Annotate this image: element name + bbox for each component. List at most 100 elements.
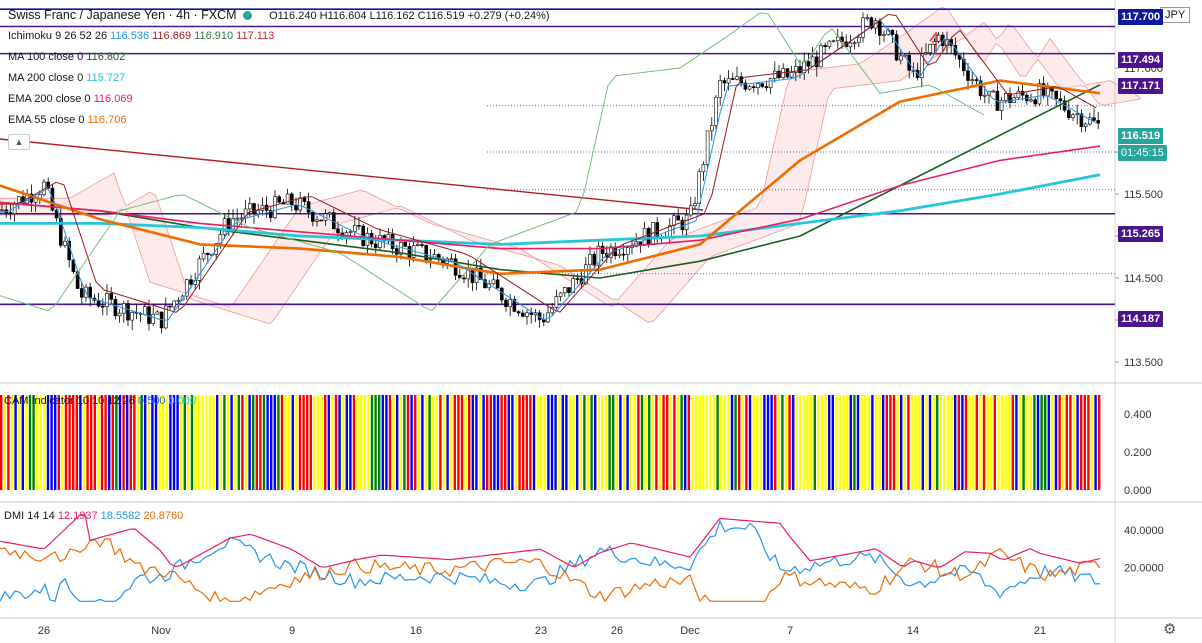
candle-body: [407, 246, 412, 258]
cam-bar: [838, 395, 842, 490]
cam-bar: [147, 395, 150, 490]
cam-bar: [1004, 395, 1007, 490]
candle-body: [403, 242, 408, 247]
cam-bar: [140, 395, 143, 490]
cam-bar: [212, 395, 215, 490]
cam-bar: [14, 395, 17, 490]
candle-body: [1092, 117, 1096, 121]
candle-body: [499, 287, 504, 301]
cam-bar: [676, 395, 680, 490]
candle-body: [814, 56, 819, 68]
cam-bar: [986, 395, 989, 490]
candle-body: [789, 72, 794, 78]
candle-body: [239, 217, 244, 220]
candle-body: [672, 215, 676, 226]
cam-bar: [550, 395, 554, 490]
candle-body: [617, 253, 622, 257]
cam-bar: [849, 395, 852, 490]
cam-bar: [795, 395, 798, 490]
cam-bar: [684, 395, 687, 490]
cam-bar: [349, 395, 352, 490]
cam-bar: [165, 395, 168, 490]
dmi-legend: DMI 14 14 12.1937 18.5582 20.8760: [4, 510, 183, 522]
price-tag-level-1: 117.494: [1118, 52, 1164, 68]
candle-body: [491, 279, 496, 285]
candle-body: [327, 212, 332, 215]
candle-body: [516, 311, 521, 314]
indicator-label: MA 200 close 0: [8, 72, 87, 84]
cam-bar: [450, 395, 453, 490]
candle-body: [562, 287, 567, 294]
indicator-legend[interactable]: MA 200 close 0 115.727: [8, 71, 125, 85]
cam-bar: [972, 395, 975, 490]
cam-bar: [334, 395, 338, 490]
candle-body: [248, 203, 252, 210]
cam-bar: [298, 395, 302, 490]
candle-body: [823, 45, 828, 48]
cam-bar: [856, 395, 860, 490]
cam-bar: [871, 395, 874, 490]
candle-body: [764, 86, 769, 89]
indicator-legend[interactable]: EMA 55 close 0 116.706: [8, 113, 126, 127]
cam-bar: [291, 395, 294, 490]
cam-bar: [716, 395, 719, 490]
cam-bar: [126, 395, 129, 490]
candle-body: [722, 80, 727, 84]
cam-bar: [378, 395, 381, 490]
cam-bar: [129, 395, 132, 490]
cam-bar: [608, 395, 611, 490]
cam-bar: [496, 395, 500, 490]
cam-bar: [565, 395, 568, 490]
cam-bar: [655, 395, 658, 490]
candle-body: [806, 61, 811, 67]
candle-body: [185, 279, 189, 297]
cam-bar: [381, 395, 384, 490]
candle-body: [877, 20, 882, 36]
candle-body: [172, 300, 176, 308]
cam-bar: [1094, 395, 1097, 490]
candle-body: [1054, 90, 1058, 99]
collapse-legend-button[interactable]: ▲: [8, 134, 30, 150]
cam-bar: [169, 395, 172, 490]
candle-body: [743, 82, 748, 90]
candle-body: [222, 218, 227, 235]
candle-body: [974, 79, 979, 82]
candle-body: [168, 305, 172, 308]
cam-bar: [1065, 395, 1068, 490]
cam-bar: [133, 395, 136, 490]
cam-bar: [230, 395, 233, 490]
cam-bar: [396, 395, 399, 490]
dmi-tick-label: 40.0000: [1124, 525, 1164, 537]
cam-bar: [1015, 395, 1018, 490]
candle-body: [894, 34, 899, 61]
x-tick-label: 7: [787, 625, 793, 637]
currency-badge[interactable]: JPY: [1160, 7, 1191, 23]
last-price-tag: 116.519: [1118, 128, 1164, 144]
cam-bar: [939, 395, 942, 490]
candle-body: [495, 279, 500, 289]
cam-bar: [1069, 395, 1072, 490]
eye-icon[interactable]: [242, 11, 252, 21]
indicator-legend[interactable]: MA 100 close 0 116.802: [8, 50, 125, 64]
candle-body: [701, 164, 706, 173]
candle-body: [58, 217, 63, 246]
cam-bar: [957, 395, 960, 490]
cam-bar: [309, 395, 312, 490]
cam-bar: [86, 395, 89, 490]
cam-bar: [738, 395, 741, 490]
cam-bar: [788, 395, 791, 490]
candle-body: [1058, 98, 1063, 102]
cam-bar: [698, 395, 701, 490]
cam-bar: [615, 395, 618, 490]
cam-bar: [1087, 395, 1090, 490]
cam-bar: [46, 395, 50, 490]
indicator-legend[interactable]: EMA 200 close 0 116.069: [8, 92, 133, 106]
cam-bar: [194, 395, 197, 490]
gear-icon[interactable]: ⚙: [1163, 621, 1177, 638]
candle-body: [302, 197, 307, 202]
candle-body: [298, 197, 303, 211]
cam-bar: [828, 395, 831, 490]
indicator-legend[interactable]: Ichimoku 9 26 52 26 116.536 116.669 116.…: [8, 29, 274, 43]
cam-bar: [259, 395, 262, 490]
